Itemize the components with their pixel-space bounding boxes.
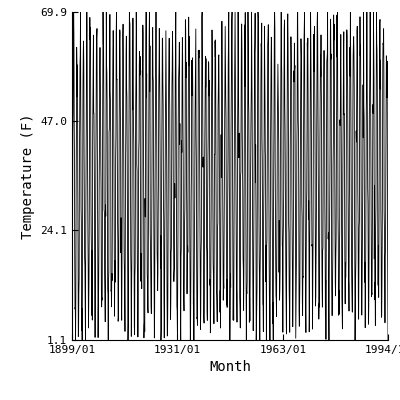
X-axis label: Month: Month <box>209 360 251 374</box>
Y-axis label: Temperature (F): Temperature (F) <box>20 113 34 239</box>
